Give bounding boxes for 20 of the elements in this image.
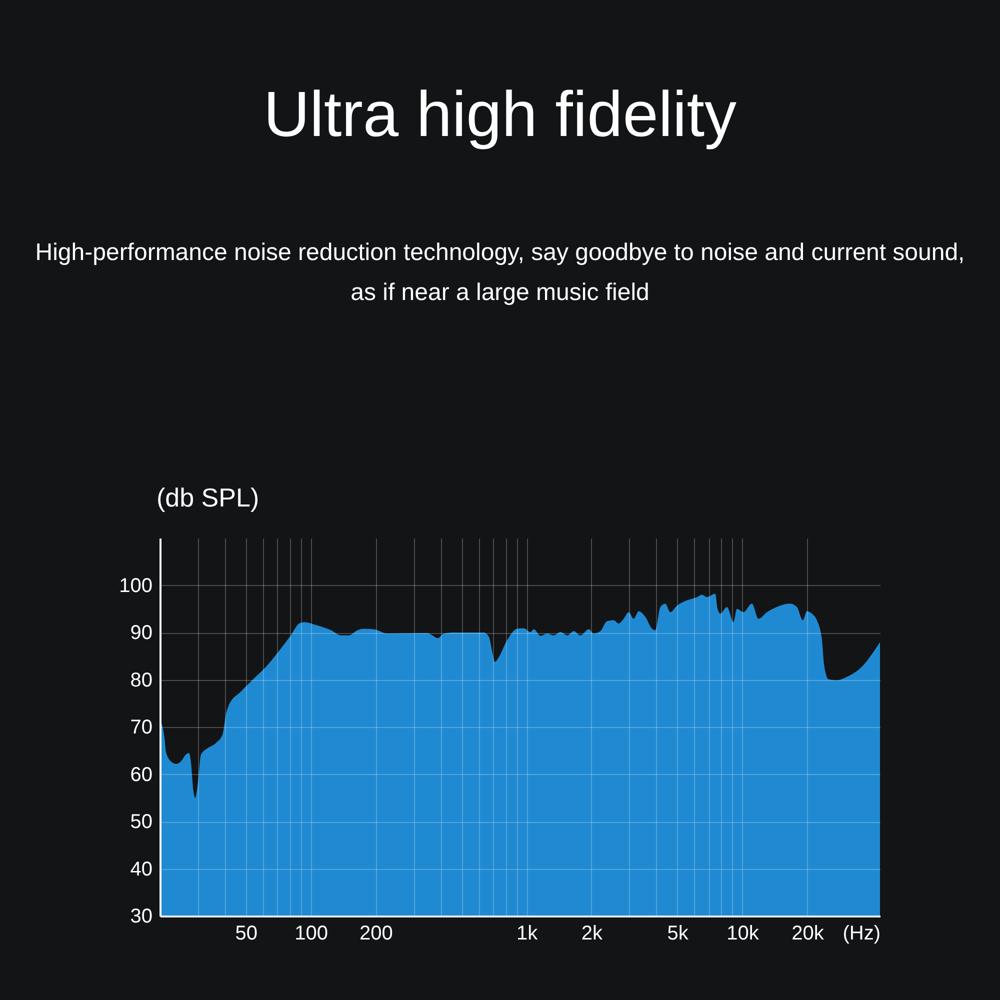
x-tick-label: 10k bbox=[726, 922, 760, 944]
x-tick-label: 100 bbox=[294, 922, 328, 944]
x-axis-title: (Hz) bbox=[842, 922, 880, 944]
x-tick-label: 20k bbox=[792, 922, 825, 944]
chart-subtitle: High-performance noise reduction technology, say goodbye to noise and current sound, as if near a large music field bbox=[35, 239, 965, 306]
x-tick-label: 2k bbox=[581, 922, 604, 944]
y-tick-label: 60 bbox=[130, 764, 152, 786]
y-tick-label: 40 bbox=[130, 858, 152, 880]
chart-title: Ultra high fidelity bbox=[263, 78, 737, 150]
y-tick-label: 100 bbox=[119, 574, 152, 597]
y-tick-label: 50 bbox=[130, 811, 152, 833]
y-tick-label: 90 bbox=[130, 622, 152, 644]
y-tick-label: 80 bbox=[130, 669, 152, 692]
x-tick-label: 1k bbox=[516, 922, 539, 944]
y-axis-title: (db SPL) bbox=[156, 482, 260, 512]
y-tick-label: 30 bbox=[130, 906, 152, 928]
x-tick-label: 200 bbox=[360, 922, 393, 944]
y-tick-label: 70 bbox=[130, 716, 152, 738]
x-tick-label: 50 bbox=[235, 922, 258, 944]
x-tick-label: 5k bbox=[667, 922, 690, 944]
